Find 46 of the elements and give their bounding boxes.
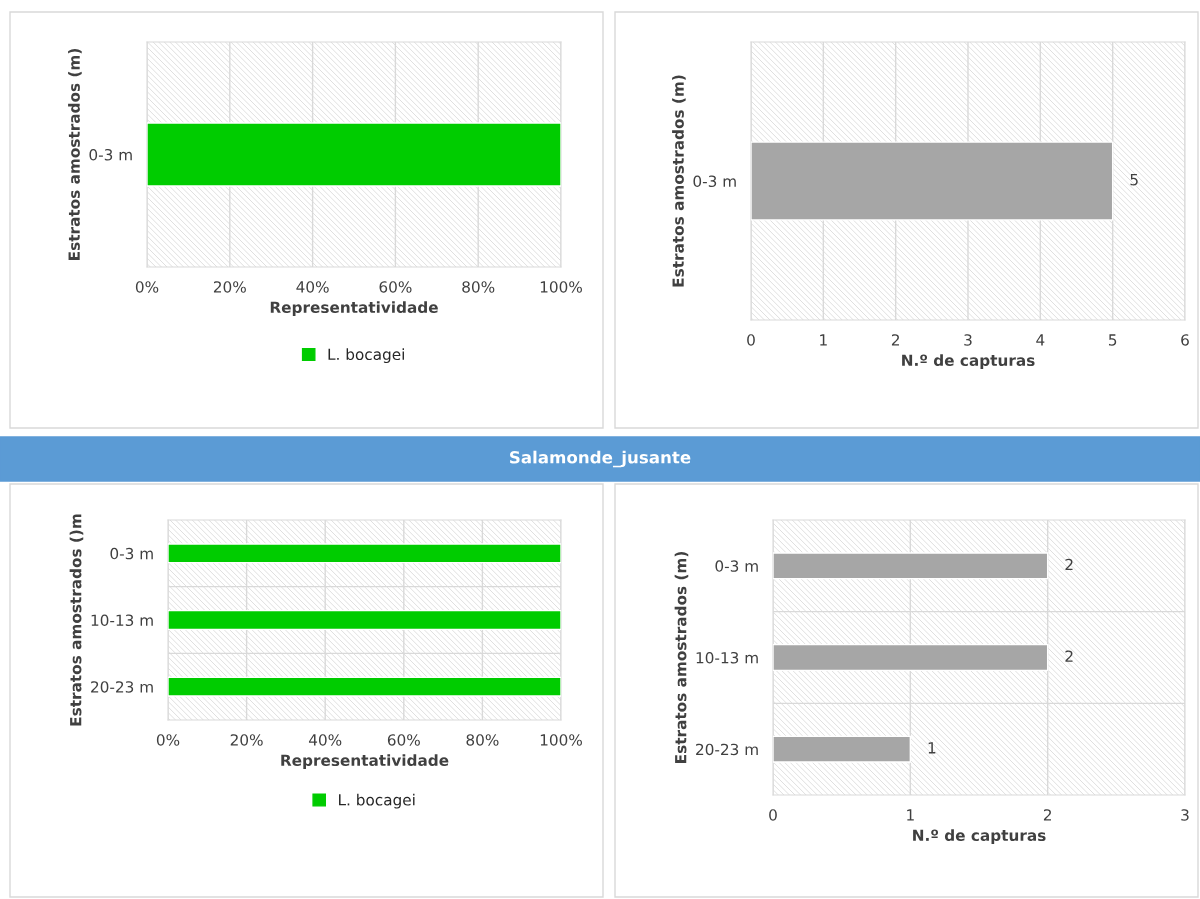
x-tick-label: 0% (156, 734, 180, 746)
x-tick-label: 40% (308, 734, 342, 746)
x-tick-label: 5 (1108, 334, 1117, 346)
x-axis-title: N.º de capturas (902, 354, 1035, 370)
x-tick-label: 3 (1181, 809, 1189, 821)
y-tick-label: 20-23 m (696, 743, 758, 756)
x-tick-label: 20% (213, 281, 246, 293)
x-tick-label: 6 (1181, 334, 1189, 346)
y-tick-label: 20-23 m (91, 681, 153, 693)
x-tick-label: 80% (466, 734, 499, 746)
x-tick-label: 60% (379, 281, 412, 293)
y-tick-label: 0-3 m (715, 560, 758, 572)
y-tick-label: 10-13 m (696, 651, 758, 664)
x-tick-label: 2 (1043, 809, 1051, 821)
data-label: 5 (1130, 174, 1138, 186)
x-tick-label: 100% (540, 281, 582, 293)
x-tick-label: 0% (135, 281, 159, 293)
y-tick-label: 0-3 m (110, 547, 153, 560)
x-axis-title: Representatividade (281, 754, 449, 770)
x-tick-label: 1 (820, 334, 827, 346)
x-tick-label: 60% (387, 734, 420, 746)
legend-label: L. bocagei (339, 793, 415, 809)
x-axis-title: N.º de capturas (913, 829, 1046, 845)
y-axis-title: Estratos amostrados ()m (69, 514, 84, 726)
x-tick-label: 2 (891, 334, 899, 346)
y-tick-label: 10-13 m (91, 614, 153, 627)
y-axis-title: Estratos amostrados (m) (674, 552, 689, 763)
data-label: 2 (1065, 650, 1073, 662)
x-tick-label: 40% (296, 281, 329, 293)
x-tick-label: 80% (462, 281, 495, 293)
x-tick-label: 4 (1036, 334, 1045, 346)
y-axis-title: Estratos amostrados (m) (68, 49, 82, 260)
legend-label: L. bocagei (328, 348, 404, 364)
x-tick-label: 1 (907, 809, 914, 821)
y-tick-label: 0-3 m (89, 148, 132, 161)
x-tick-label: 20% (230, 734, 263, 746)
data-label: 2 (1065, 558, 1073, 571)
x-tick-label: 3 (964, 334, 972, 346)
y-axis-title: Estratos amostrados (m) (672, 75, 686, 287)
y-tick-label: 0-3 m (693, 175, 736, 188)
x-tick-label: 0 (769, 809, 777, 821)
x-axis-title: Representatividade (270, 301, 438, 317)
x-tick-label: 100% (540, 734, 582, 746)
text: Salamonde_jusante (510, 450, 691, 468)
data-label: 1 (928, 742, 936, 754)
x-tick-label: 0 (747, 334, 755, 346)
